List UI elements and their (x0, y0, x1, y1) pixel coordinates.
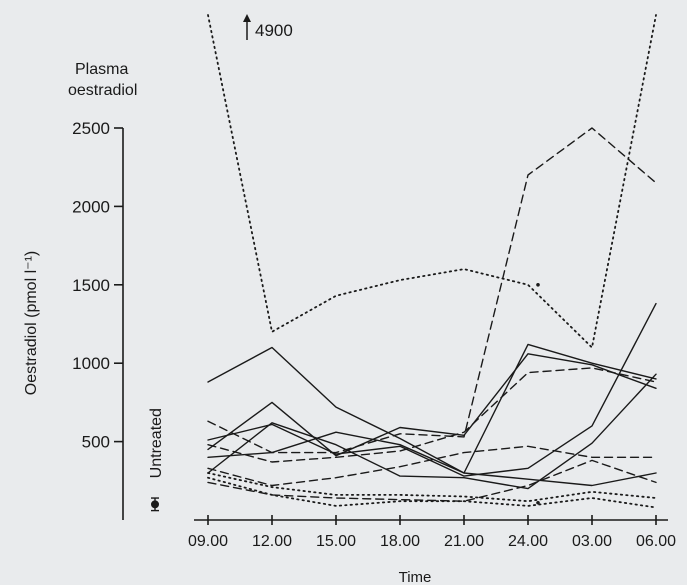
series-line-3-dotted (207, 476, 657, 509)
offscale-arrow-head-icon (243, 14, 251, 22)
x-tick-label: 06.00 (636, 533, 676, 550)
series-line-6-dashed (207, 445, 657, 487)
annotations: 4900 Untreated (148, 14, 540, 512)
series-line-8-solid (207, 343, 657, 474)
y-axis-label: Oestradiol (pmol l⁻¹) (23, 251, 40, 395)
x-tick-label: 24.00 (508, 533, 548, 550)
x-tick-label: 21.00 (444, 533, 484, 550)
series-lines (207, 14, 657, 509)
x-tick-label: 09.00 (188, 533, 228, 550)
untreated-label: Untreated (148, 408, 165, 478)
series-line-1-dotted (207, 14, 657, 349)
series-line-7-dashed (207, 459, 657, 502)
x-axis-label: Time (399, 569, 432, 585)
offscale-value-label: 4900 (255, 21, 293, 40)
series-line-10-solid (207, 302, 657, 477)
y-tick-label: 2000 (72, 197, 110, 216)
data-dot-marker-1 (536, 283, 540, 287)
y-tick-label: 1000 (72, 354, 110, 373)
untreated-point (151, 500, 159, 509)
series-line-5-dashed (207, 367, 657, 463)
data-dot-marker-2 (536, 500, 540, 505)
x-tick-label: 03.00 (572, 533, 612, 550)
x-tick-label: 15.00 (316, 533, 356, 550)
x-tick-label: 18.00 (380, 533, 420, 550)
series-line-12-solid (207, 373, 657, 490)
y-tick-label: 2500 (72, 119, 110, 138)
axes: 500 1000 1500 2000 2500 09.00 12.00 15.00 18.00 2… (72, 119, 676, 550)
series-line-11-solid (207, 431, 657, 487)
series-line-2-dotted (207, 472, 657, 503)
x-tick-label: 12.00 (252, 533, 292, 550)
series-line-9-solid (207, 353, 657, 457)
chart-title-line-2: oestradiol (68, 82, 137, 99)
y-tick-label: 500 (82, 433, 110, 452)
chart-title-line-1: Plasma (75, 61, 128, 78)
y-tick-label: 1500 (72, 276, 110, 295)
series-line-4-dashed (207, 127, 657, 454)
